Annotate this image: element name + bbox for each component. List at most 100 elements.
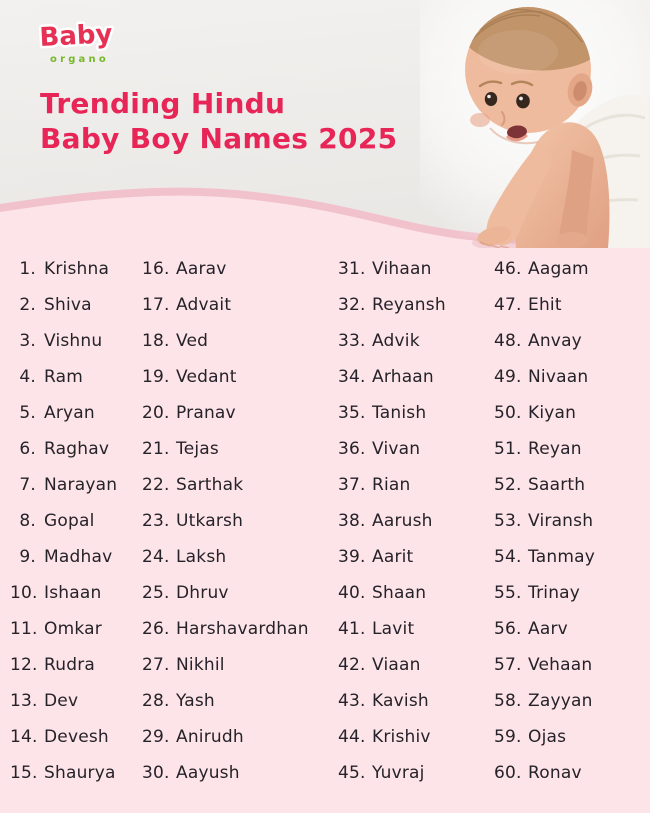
brand-logo: Baby organo [34,16,164,65]
list-item: 11. Omkar [10,611,142,647]
name-text: Aryan [44,403,95,423]
baby-photo [420,0,650,248]
name-text: Lavit [372,619,415,639]
list-item: 18. Ved [142,323,338,359]
name-text: Madhav [44,547,113,567]
name-text: Narayan [44,475,118,495]
page-title: Trending Hindu Baby Boy Names 2025 [40,86,397,156]
name-text: Devesh [44,727,109,747]
name-text: Raghav [44,439,110,459]
list-item: 4. Ram [10,359,142,395]
name-rank: 9. [19,547,36,567]
name-rank: 39. [338,547,366,567]
name-rank: 16. [142,259,170,279]
list-item: 42. Viaan [338,647,494,683]
name-rank: 26. [142,619,170,639]
list-item: 35. Tanish [338,395,494,431]
name-rank: 50. [494,403,522,423]
list-item: 44. Krishiv [338,719,494,755]
name-text: Aarav [176,259,227,279]
name-rank: 4. [19,367,36,387]
name-rank: 56. [494,619,522,639]
list-item: 57. Vehaan [494,647,650,683]
list-item: 9. Madhav [10,539,142,575]
name-rank: 54. [494,547,522,567]
name-text: Viransh [528,511,594,531]
list-item: 26. Harshavardhan [142,611,338,647]
list-item: 3. Vishnu [10,323,142,359]
name-rank: 20. [142,403,170,423]
name-text: Yash [176,691,215,711]
list-item: 38. Aarush [338,503,494,539]
name-text: Vivan [372,439,421,459]
name-rank: 10. [10,583,38,603]
brand-name-text: Baby [39,19,113,53]
name-text: Shaan [372,583,427,603]
name-rank: 53. [494,511,522,531]
name-rank: 48. [494,331,522,351]
list-item: 47. Ehit [494,287,650,323]
name-text: Aagam [528,259,589,279]
name-text: Nikhil [176,655,225,675]
list-item: 6. Raghav [10,431,142,467]
name-rank: 12. [10,655,38,675]
name-rank: 34. [338,367,366,387]
name-rank: 11. [10,619,38,639]
list-item: 10. Ishaan [10,575,142,611]
list-item: 27. Nikhil [142,647,338,683]
list-item: 51. Reyan [494,431,650,467]
name-rank: 41. [338,619,366,639]
name-text: Anirudh [176,727,244,747]
name-rank: 15. [10,763,38,783]
name-text: Rudra [44,655,96,675]
name-text: Ved [176,331,209,351]
name-rank: 40. [338,583,366,603]
name-rank: 30. [142,763,170,783]
name-rank: 22. [142,475,170,495]
name-rank: 51. [494,439,522,459]
list-item: 60. Ronav [494,755,650,791]
names-column-1: 1. Krishna 2. Shiva 3. Vishnu 4. Ram 5. Aryan 6. Ra… [10,251,142,791]
list-item: 25. Dhruv [142,575,338,611]
name-text: Viaan [372,655,421,675]
name-rank: 57. [494,655,522,675]
name-text: Ram [44,367,84,387]
name-rank: 17. [142,295,170,315]
list-item: 29. Anirudh [142,719,338,755]
list-item: 24. Laksh [142,539,338,575]
list-item: 2. Shiva [10,287,142,323]
list-item: 40. Shaan [338,575,494,611]
names-list: 1. Krishna 2. Shiva 3. Vishnu 4. Ram 5. Aryan 6. Ra… [10,251,650,791]
list-item: 46. Aagam [494,251,650,287]
name-rank: 44. [338,727,366,747]
name-rank: 60. [494,763,522,783]
name-text: Rian [372,475,411,495]
list-item: 7. Narayan [10,467,142,503]
list-item: 20. Pranav [142,395,338,431]
name-text: Vehaan [528,655,593,675]
name-rank: 1. [19,259,36,279]
list-item: 55. Trinay [494,575,650,611]
list-item: 39. Aarit [338,539,494,575]
list-item: 37. Rian [338,467,494,503]
name-rank: 31. [338,259,366,279]
name-text: Pranav [176,403,236,423]
name-text: Kavish [372,691,429,711]
name-rank: 32. [338,295,366,315]
name-text: Dhruv [176,583,229,603]
name-text: Shaurya [44,763,116,783]
list-item: 43. Kavish [338,683,494,719]
name-text: Tejas [176,439,219,459]
list-item: 22. Sarthak [142,467,338,503]
name-text: Aarush [372,511,433,531]
list-item: 58. Zayyan [494,683,650,719]
list-item: 50. Kiyan [494,395,650,431]
list-item: 45. Yuvraj [338,755,494,791]
name-text: Utkarsh [176,511,244,531]
name-text: Dev [44,691,79,711]
name-text: Tanmay [528,547,596,567]
list-item: 34. Arhaan [338,359,494,395]
name-text: Sarthak [176,475,244,495]
name-rank: 49. [494,367,522,387]
